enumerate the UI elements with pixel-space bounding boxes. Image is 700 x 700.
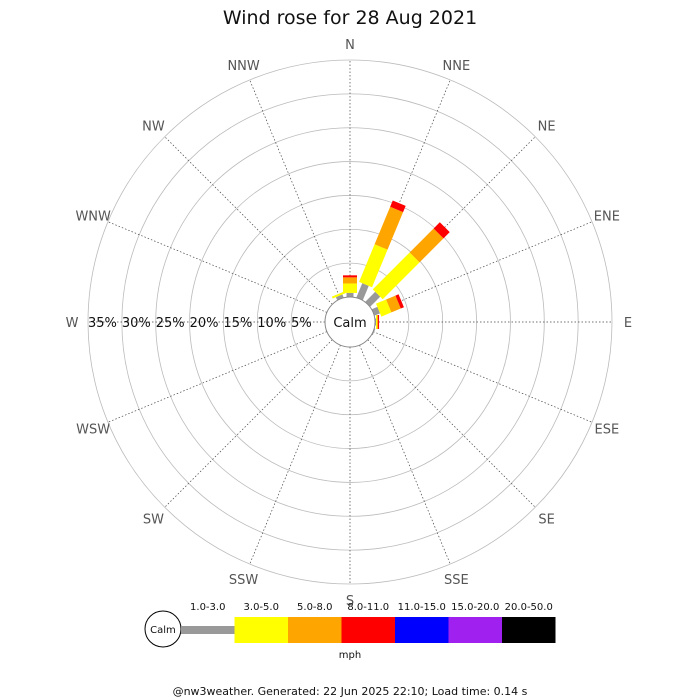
- legend-units: mph: [339, 650, 361, 661]
- bar-nnw-bin-1: [335, 294, 344, 301]
- spoke-nw: [164, 136, 333, 305]
- bar-n-bin-1: [346, 292, 354, 297]
- direction-label-sse: SSE: [444, 573, 469, 588]
- direction-label-ssw: SSW: [229, 573, 259, 588]
- ring-label: 30%: [122, 316, 151, 331]
- direction-label-wsw: WSW: [76, 422, 110, 437]
- spoke-se: [367, 339, 536, 508]
- bar-nne-bin-2: [359, 244, 388, 288]
- direction-label-wnw: WNW: [75, 210, 111, 225]
- spoke-wsw: [107, 331, 328, 423]
- bar-ne-bin-3: [409, 228, 444, 263]
- wind-bars: [331, 200, 450, 336]
- direction-label-se: SE: [538, 513, 554, 528]
- legend-calm-label: Calm: [150, 625, 176, 636]
- legend-label-4: 8.0-11.0: [347, 602, 389, 613]
- legend-swatch-2: [234, 617, 288, 643]
- direction-label-n: N: [345, 38, 355, 53]
- spoke-sse: [359, 344, 451, 565]
- legend-label-6: 15.0-20.0: [451, 602, 499, 613]
- ring-label: 25%: [156, 316, 185, 331]
- bar-n-bin-4: [343, 275, 357, 278]
- direction-label-ese: ESE: [594, 422, 619, 437]
- chart-title: Wind rose for 28 Aug 2021: [223, 7, 477, 29]
- calm-label: Calm: [333, 316, 366, 331]
- direction-label-e: E: [624, 316, 632, 331]
- legend-swatch-6: [448, 617, 502, 643]
- legend-label-1: 1.0-3.0: [190, 602, 225, 613]
- legend-label-5: 11.0-15.0: [398, 602, 446, 613]
- legend-label-3: 5.0-8.0: [297, 602, 332, 613]
- direction-label-sw: SW: [143, 513, 164, 528]
- bar-e-bin-3: [377, 315, 379, 329]
- direction-label-ne: NE: [538, 119, 556, 134]
- calm-circle: [324, 296, 376, 348]
- direction-labels: N NNE NE ENE E ESE SE SSE S SSW SW WSW W WNW NW NNW: [66, 38, 633, 609]
- grid-ring: [290, 262, 410, 382]
- bar-ene-bin-4: [395, 294, 404, 309]
- direction-label-ene: ENE: [594, 210, 620, 225]
- spoke-ese: [372, 331, 593, 423]
- legend-swatch-4: [341, 617, 395, 643]
- legend-swatch-7: [502, 617, 556, 643]
- legend-swatch-3: [288, 617, 342, 643]
- legend-label-2: 3.0-5.0: [244, 602, 279, 613]
- bar-e-bin-2: [376, 315, 378, 329]
- speed-legend: Calm 1.0-3.0 3.0-5.0 5.0-8.0 8.0-11.0 11.0-1…: [144, 602, 556, 661]
- bar-ene-bin-3: [386, 295, 401, 313]
- bar-ne-bin-1: [365, 291, 381, 307]
- bar-ne-bin-2: [372, 252, 420, 300]
- spoke-sw: [164, 339, 333, 508]
- bar-nne-bin-1: [356, 283, 369, 301]
- legend-label-7: 20.0-50.0: [505, 602, 553, 613]
- footer-text: @nw3weather. Generated: 22 Jun 2025 22:1…: [173, 685, 528, 698]
- ring-label: 20%: [190, 316, 219, 331]
- ring-labels: 35% 30% 25% 20% 15% 10% 5%: [88, 316, 312, 331]
- ring-label: 5%: [291, 316, 312, 331]
- legend-swatch-5: [395, 617, 449, 643]
- bar-e-bin-4: [378, 315, 380, 329]
- direction-label-nne: NNE: [443, 59, 471, 74]
- grid-ring: [87, 59, 613, 585]
- direction-label-w: W: [66, 316, 79, 331]
- direction-label-nw: NW: [142, 119, 165, 134]
- bar-n-bin-2: [343, 283, 357, 293]
- spoke-wnw: [107, 221, 328, 313]
- direction-label-s: S: [346, 594, 354, 609]
- bar-nne-bin-4: [390, 200, 406, 213]
- legend-swatch-1: [181, 626, 235, 634]
- ring-label: 35%: [88, 316, 117, 331]
- bar-nnw-bin-2: [331, 291, 346, 299]
- spoke-nnw: [249, 79, 341, 300]
- bar-nne-bin-3: [374, 206, 404, 250]
- bar-n-bin-3: [343, 277, 357, 284]
- grid-ring: [189, 161, 511, 483]
- direction-label-nnw: NNW: [227, 59, 259, 74]
- spoke-ssw: [249, 344, 341, 565]
- bar-ne-bin-4: [433, 222, 450, 239]
- ring-label: 15%: [223, 316, 252, 331]
- bar-ene-bin-2: [376, 299, 392, 317]
- ring-label: 10%: [257, 316, 286, 331]
- spoke-ene: [372, 221, 593, 313]
